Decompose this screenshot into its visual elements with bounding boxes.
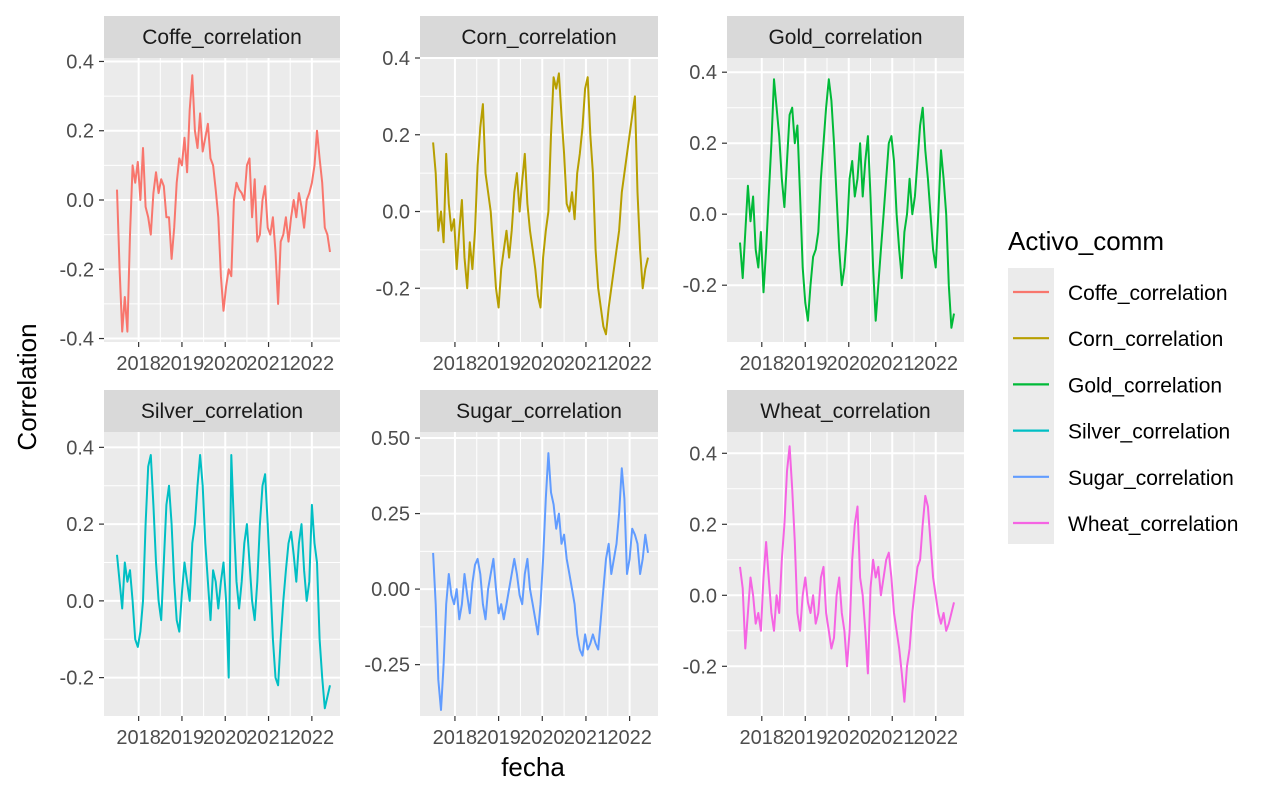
x-tick-label: 2020: [203, 353, 248, 375]
facet-strip-label: Wheat_correlation: [760, 400, 930, 423]
legend-label-silver-correlation: Silver_correlation: [1068, 421, 1230, 444]
panel-background: [420, 432, 658, 716]
legend-label-sugar-correlation: Sugar_correlation: [1068, 467, 1234, 490]
facet-strip: [420, 16, 658, 58]
legend-label-gold-correlation: Gold_correlation: [1068, 374, 1222, 397]
facet-strip-label: Sugar_correlation: [456, 400, 622, 423]
facet-wheat-correlation: Wheat_correlation-0.20.00.20.42018201920…: [683, 390, 964, 749]
x-tick-label: 2020: [520, 353, 565, 375]
legend-key-background: [1008, 268, 1054, 544]
y-tick-label: 0.4: [689, 62, 717, 84]
legend-label-coffe-correlation: Coffe_correlation: [1068, 282, 1228, 305]
y-tick-label: 0.4: [382, 48, 410, 70]
x-tick-label: 2018: [116, 727, 161, 749]
x-tick-label: 2020: [827, 727, 872, 749]
series-line-corn-correlation: [432, 72, 649, 336]
x-tick-label: 2019: [476, 727, 521, 749]
x-tick-label: 2019: [160, 353, 205, 375]
facet-silver-correlation: Silver_correlation-0.20.00.20.4201820192…: [60, 390, 340, 749]
series-line-silver-correlation: [116, 454, 331, 710]
y-tick-label: 0.2: [66, 121, 94, 143]
x-tick-label: 2018: [740, 727, 785, 749]
y-axis-title: Correlation: [12, 323, 42, 450]
facet-strip: [104, 390, 340, 432]
facet-strip: [727, 16, 964, 58]
y-tick-label: 0.0: [689, 204, 717, 226]
x-tick-label: 2018: [433, 353, 478, 375]
x-tick-label: 2021: [870, 727, 915, 749]
facet-strip-label: Coffe_correlation: [142, 26, 302, 49]
y-tick-label: 0.2: [66, 514, 94, 536]
y-tick-label: 0.50: [371, 428, 410, 450]
x-tick-label: 2020: [520, 727, 565, 749]
panel-background: [727, 432, 964, 716]
facet-strip: [420, 390, 658, 432]
x-tick-label: 2019: [160, 727, 205, 749]
y-tick-label: 0.2: [689, 514, 717, 536]
facet-strip-label: Corn_correlation: [461, 26, 616, 49]
x-tick-label: 2022: [607, 727, 652, 749]
x-tick-label: 2020: [203, 727, 248, 749]
facet-gold-correlation: Gold_correlation-0.20.00.20.420182019202…: [683, 16, 964, 375]
y-tick-label: 0.00: [371, 579, 410, 601]
series-line-coffe-correlation: [116, 74, 331, 333]
x-tick-label: 2021: [246, 353, 291, 375]
y-tick-label: -0.2: [683, 656, 717, 678]
x-tick-label: 2018: [740, 353, 785, 375]
x-tick-label: 2022: [607, 353, 652, 375]
x-tick-label: 2019: [783, 727, 828, 749]
legend-label-wheat-correlation: Wheat_correlation: [1068, 513, 1238, 536]
legend-items: Coffe_correlation Corn_correlation Gold_co…: [1013, 282, 1238, 536]
series-line-gold-correlation: [739, 78, 955, 329]
x-tick-label: 2019: [783, 353, 828, 375]
x-tick-label: 2021: [246, 727, 291, 749]
y-tick-label: -0.2: [376, 278, 410, 300]
y-tick-label: 0.4: [66, 51, 94, 73]
facet-coffe-correlation: Coffe_correlation-0.4-0.20.00.20.4201820…: [60, 16, 340, 375]
y-tick-label: -0.25: [364, 655, 410, 677]
panel-background: [420, 58, 658, 342]
x-tick-label: 2018: [116, 353, 161, 375]
series-line-wheat-correlation: [739, 445, 955, 703]
facet-strip-label: Gold_correlation: [768, 26, 922, 49]
y-tick-label: 0.2: [382, 125, 410, 147]
y-tick-label: 0.0: [689, 585, 717, 607]
x-tick-label: 2021: [564, 727, 609, 749]
y-tick-label: 0.0: [382, 202, 410, 224]
facet-strip: [104, 16, 340, 58]
x-tick-label: 2022: [290, 353, 335, 375]
legend: Activo_comm Coffe_correlation Corn_correl…: [1008, 226, 1238, 544]
facet-panels: Coffe_correlation-0.4-0.20.00.20.4201820…: [60, 16, 964, 749]
x-tick-label: 2022: [913, 353, 958, 375]
x-tick-label: 2022: [913, 727, 958, 749]
y-tick-label: 0.0: [66, 591, 94, 613]
x-tick-label: 2018: [433, 727, 478, 749]
series-line-sugar-correlation: [432, 452, 649, 711]
y-tick-label: 0.25: [371, 504, 410, 526]
x-tick-label: 2019: [476, 353, 521, 375]
y-tick-label: 0.0: [66, 190, 94, 212]
y-tick-label: 0.4: [66, 437, 94, 459]
y-tick-label: -0.4: [60, 329, 94, 351]
y-tick-label: -0.2: [683, 275, 717, 297]
legend-title: Activo_comm: [1008, 226, 1164, 256]
x-axis-title: fecha: [501, 752, 565, 782]
facet-strip-label: Silver_correlation: [141, 400, 303, 423]
facet-strip: [727, 390, 964, 432]
legend-label-corn-correlation: Corn_correlation: [1068, 328, 1223, 351]
x-tick-label: 2021: [564, 353, 609, 375]
y-tick-label: 0.4: [689, 443, 717, 465]
y-tick-label: -0.2: [60, 668, 94, 690]
y-tick-label: -0.2: [60, 259, 94, 281]
x-tick-label: 2020: [827, 353, 872, 375]
panel-background: [727, 58, 964, 342]
y-tick-label: 0.2: [689, 133, 717, 155]
x-tick-label: 2022: [290, 727, 335, 749]
x-tick-label: 2021: [870, 353, 915, 375]
